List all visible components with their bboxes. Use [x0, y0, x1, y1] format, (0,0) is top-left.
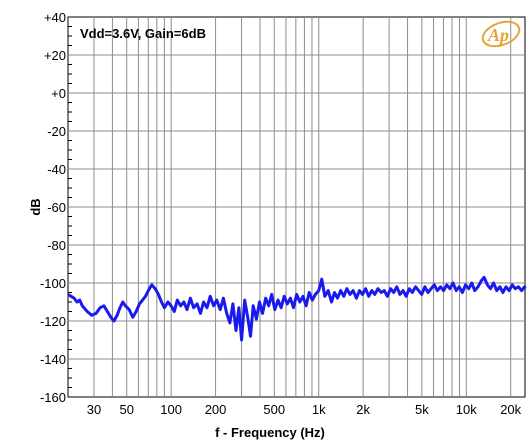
x-tick-label: 200	[205, 402, 227, 417]
y-tick-label: -140	[40, 352, 66, 367]
x-tick-label: 20k	[500, 402, 521, 417]
y-tick-label: -100	[40, 276, 66, 291]
y-tick-label: -60	[47, 200, 66, 215]
y-tick-label: -120	[40, 314, 66, 329]
x-tick-label: 30	[87, 402, 101, 417]
grid	[68, 17, 525, 397]
x-tick-label: 2k	[356, 402, 370, 417]
annotation-label: Vdd=3.6V, Gain=6dB	[80, 26, 206, 41]
series-line-0	[67, 275, 527, 342]
y-tick-label: +40	[44, 10, 66, 25]
ap-logo: Ap	[481, 20, 521, 48]
y-tick-label: -20	[47, 124, 66, 139]
x-axis-title: f - Frequency (Hz)	[215, 425, 325, 440]
x-tick-label: 1k	[312, 402, 326, 417]
y-tick-label: -160	[40, 390, 66, 405]
y-tick-labels: +40 +20 +0 -20 -40 -60 -80 -100 -120 -140 -160	[40, 10, 66, 405]
y-tick-label: -80	[47, 238, 66, 253]
y-tick-label: -40	[47, 162, 66, 177]
series-layer	[67, 275, 527, 342]
x-tick-label: 5k	[415, 402, 429, 417]
y-tick-label: +0	[51, 86, 66, 101]
y-axis-title: dB	[28, 198, 43, 215]
ap-logo-text: Ap	[487, 25, 509, 45]
x-tick-label: 50	[119, 402, 133, 417]
x-tick-label: 100	[160, 402, 182, 417]
x-tick-label: 10k	[456, 402, 477, 417]
x-tick-labels: 30 50 100 200 500 1k 2k 5k 10k 20k	[87, 402, 522, 417]
x-tick-label: 500	[263, 402, 285, 417]
y-tick-label: +20	[44, 48, 66, 63]
